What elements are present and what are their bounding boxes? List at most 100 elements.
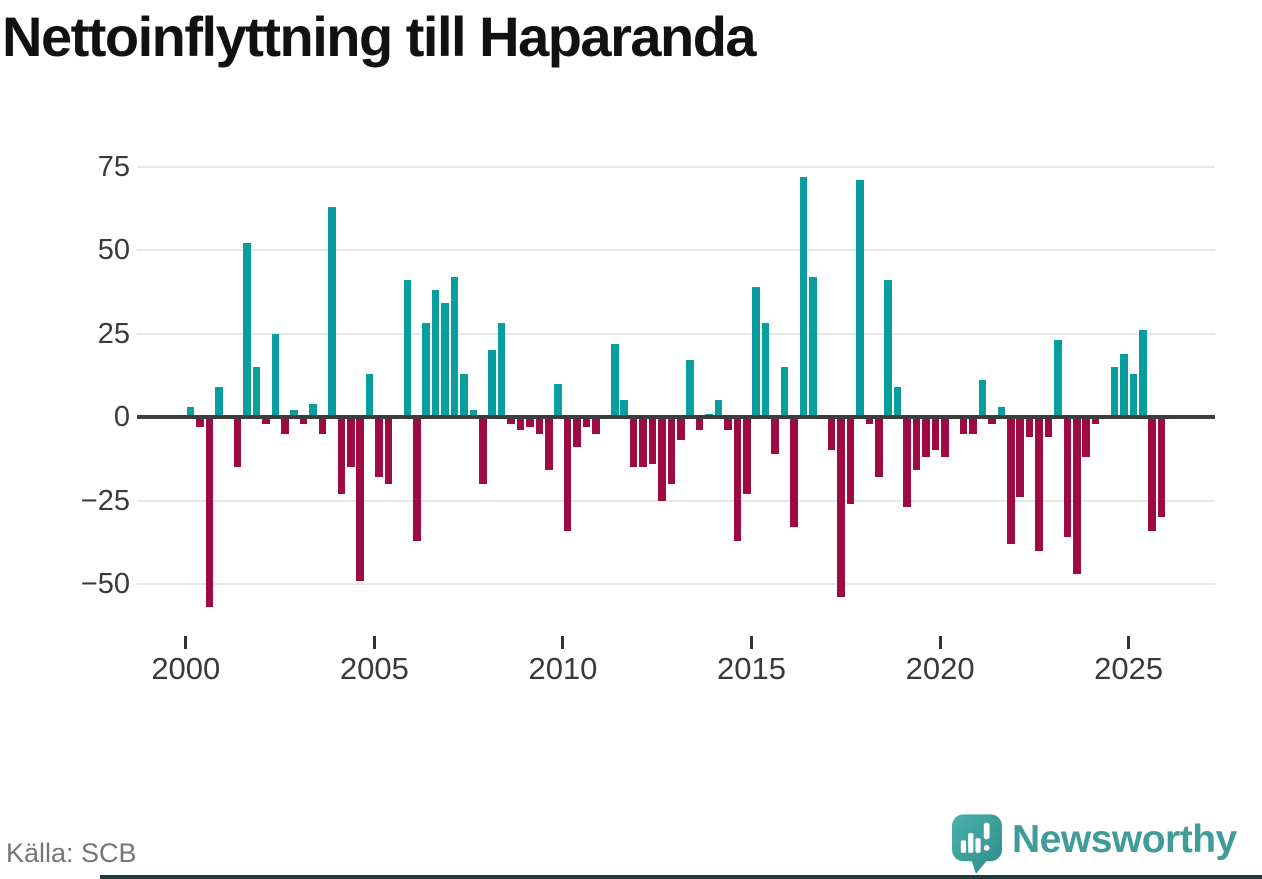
bar-2000-q3 [205,417,214,608]
bar-2011-q4 [629,417,638,468]
bar-2005-q4 [403,280,412,417]
x-axis-label-2005: 2005 [339,651,409,686]
bar-2003-q3 [318,417,327,434]
bar-2001-q2 [233,417,242,468]
bar-2006-q4 [441,303,449,417]
bar-2002-q3 [280,417,289,434]
y-axis-label--50: −50 [80,568,130,600]
bar-2021-q3 [997,406,1006,417]
bar-2017-q1 [827,417,836,451]
bar-2008-q2 [497,323,506,417]
bottom-border-strip [100,875,1262,879]
bar-2013-q2 [686,360,695,417]
bar-2014-q3 [733,417,742,541]
bar-2020-q3 [959,417,968,434]
y-axis-label-0: 0 [113,401,130,433]
bar-2023-q2 [1063,417,1072,538]
bar-2022-q1 [1016,417,1025,498]
bar-2009-q4 [554,383,563,417]
bar-2012-q3 [658,417,666,501]
bar-2025-q2 [1138,330,1147,417]
chart-title: Nettoinflyttning till Haparanda [2,5,757,68]
newsworthy-logo: Newsworthy [948,810,1260,874]
gridline-25 [137,332,1215,335]
bar-2008-q3 [507,417,515,424]
gridline-−50 [137,583,1215,585]
bar-2024-q4 [1120,353,1128,417]
bar-2012-q4 [667,417,676,484]
bar-2007-q3 [469,410,478,417]
y-axis-label--25: −25 [80,484,130,517]
bar-2017-q3 [846,417,855,504]
bar-2016-q1 [790,417,798,528]
bar-2021-q1 [978,380,987,417]
zero-axis-line [137,415,1215,419]
bar-2013-q3 [695,417,704,431]
bar-2025-q4 [1157,417,1166,518]
gridline-75 [137,165,1215,168]
bar-2019-q4 [931,417,940,451]
bar-2025-q3 [1148,417,1157,531]
bar-2002-q1 [262,417,270,424]
bar-2012-q1 [639,417,647,468]
bar-2005-q2 [384,417,393,484]
bar-2005-q1 [375,417,383,478]
bar-2015-q1 [752,286,761,417]
x-axis-label-2000: 2000 [151,651,221,686]
bar-2016-q2 [799,176,808,417]
bar-2011-q3 [620,400,629,417]
bar-2024-q1 [1091,417,1100,424]
x-axis-tick-2005 [372,636,376,649]
bar-2014-q2 [724,417,732,431]
gridline-−25 [137,499,1215,502]
bar-2008-q4 [516,417,525,431]
bar-2001-q3 [243,243,251,417]
bar-2009-q2 [535,417,544,434]
bar-2020-q4 [969,417,977,434]
newsworthy-icon [952,814,1002,874]
bar-2011-q2 [610,343,619,417]
x-axis-tick-2025 [1127,636,1131,649]
bar-2018-q3 [884,280,893,417]
y-axis-label-25: 25 [97,317,130,350]
bar-2003-q4 [328,206,336,417]
bar-2000-q4 [214,386,223,417]
bar-2025-q1 [1129,373,1138,417]
bar-2006-q3 [431,290,440,417]
x-axis-tick-2020 [938,636,942,649]
bar-2015-q2 [761,323,770,417]
x-axis-label-2010: 2010 [528,651,598,686]
bar-2019-q3 [922,417,930,458]
x-axis-tick-2015 [750,636,754,649]
bar-2016-q3 [808,276,817,417]
bar-2022-q3 [1035,417,1043,551]
bar-2000-q1 [186,406,195,417]
bar-2024-q3 [1110,366,1119,417]
bar-2018-q1 [865,417,874,424]
y-axis-label-75: 75 [97,150,130,183]
bar-2010-q1 [563,417,572,531]
bar-2018-q4 [893,386,902,417]
x-axis-label-2015: 2015 [717,651,786,686]
bar-2009-q1 [526,417,534,428]
bar-2023-q4 [1082,417,1091,458]
bar-2021-q4 [1006,417,1015,544]
bar-2007-q2 [460,373,468,417]
bar-2010-q4 [592,417,600,434]
bar-2004-q4 [365,373,374,417]
bar-2007-q4 [478,417,487,484]
bar-2023-q3 [1072,417,1081,574]
newsworthy-wordmark: Newsworthy [1012,818,1237,861]
bar-2004-q3 [356,417,365,581]
bar-2004-q1 [337,417,346,494]
bar-2010-q2 [573,417,581,448]
bar-2006-q1 [412,417,421,541]
bar-2002-q4 [290,410,299,417]
gridline-50 [137,249,1215,251]
bar-2015-q4 [780,366,789,417]
bar-2021-q2 [988,417,996,424]
bar-2020-q1 [940,417,949,458]
bar-2019-q2 [912,417,921,471]
bar-2023-q1 [1054,340,1062,417]
bar-2003-q1 [299,417,308,424]
